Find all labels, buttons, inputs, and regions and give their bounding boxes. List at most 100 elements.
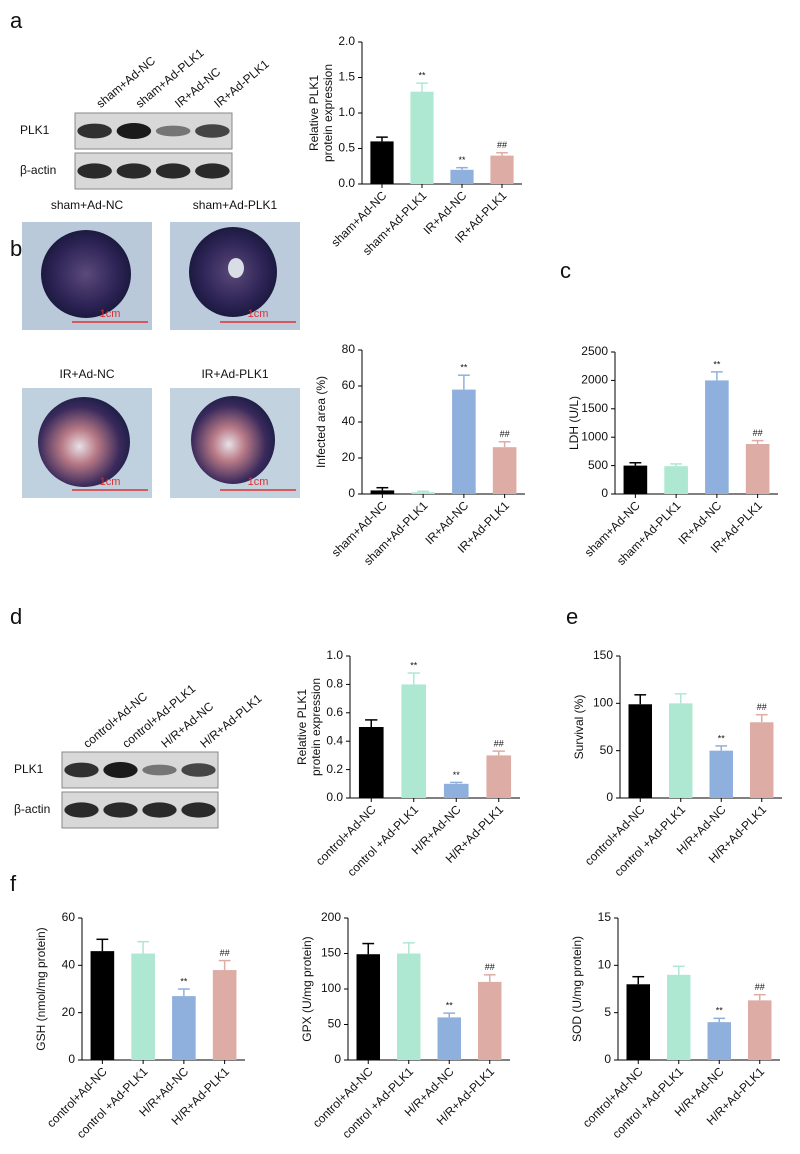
bar bbox=[705, 380, 729, 494]
y-tick-label: 200 bbox=[321, 910, 341, 924]
significance: ## bbox=[494, 739, 504, 749]
x-tick-label: control +Ad-PLK1 bbox=[339, 1064, 416, 1141]
row-label: β-actin bbox=[14, 802, 50, 816]
blot-band bbox=[155, 163, 191, 179]
bar bbox=[358, 727, 384, 798]
row-label: PLK1 bbox=[14, 762, 44, 776]
bar bbox=[356, 954, 380, 1060]
lumen bbox=[228, 258, 244, 278]
heart bbox=[38, 397, 130, 487]
bar bbox=[748, 1000, 772, 1060]
photos bbox=[22, 222, 300, 498]
y-tick-label: 20 bbox=[62, 1005, 76, 1019]
y-tick-label: 10 bbox=[598, 958, 612, 972]
bar bbox=[172, 996, 196, 1060]
bar bbox=[664, 466, 688, 494]
bar bbox=[486, 755, 512, 798]
y-tick-label: 0.0 bbox=[326, 790, 343, 804]
bar bbox=[90, 951, 115, 1060]
bar bbox=[397, 953, 421, 1060]
blot-band bbox=[77, 123, 112, 139]
blot-band bbox=[116, 123, 152, 139]
bar bbox=[401, 684, 427, 798]
bar bbox=[370, 141, 394, 184]
significance: ** bbox=[713, 359, 721, 369]
y-tick-label: 100 bbox=[321, 981, 341, 995]
y-tick-label: 2.0 bbox=[338, 34, 355, 48]
y-tick-label: 40 bbox=[342, 414, 356, 428]
bar bbox=[626, 984, 650, 1060]
significance: ## bbox=[757, 702, 767, 712]
panel-label: d bbox=[10, 604, 22, 629]
blot-band bbox=[103, 762, 138, 778]
blot-band bbox=[142, 802, 177, 818]
y-axis-label: GPX (U/mg protein) bbox=[300, 936, 314, 1041]
lane-label: sham+Ad-PLK1 bbox=[133, 46, 207, 111]
y-tick-label: 0.6 bbox=[326, 705, 343, 719]
significance: ## bbox=[500, 429, 510, 439]
bar bbox=[669, 703, 693, 798]
y-tick-label: 0 bbox=[604, 1052, 611, 1066]
blot-band bbox=[116, 163, 152, 179]
y-tick-label: 0 bbox=[348, 486, 355, 500]
lane-label: IR+Ad-PLK1 bbox=[211, 57, 272, 111]
bar bbox=[452, 389, 476, 494]
y-tick-label: 0.4 bbox=[326, 733, 343, 747]
bar bbox=[490, 155, 514, 184]
bar bbox=[707, 1022, 731, 1060]
lane-label: control+Ad-NC bbox=[80, 689, 150, 751]
y-tick-label: 0 bbox=[68, 1052, 75, 1066]
y-axis-label: protein expression bbox=[321, 64, 335, 162]
significance: ## bbox=[753, 428, 763, 438]
significance: ** bbox=[460, 363, 468, 373]
y-tick-label: 150 bbox=[321, 946, 341, 960]
y-tick-label: 1.0 bbox=[338, 105, 355, 119]
significance: ** bbox=[716, 1006, 724, 1016]
significance: ** bbox=[718, 733, 726, 743]
y-axis-label: LDH (U/L) bbox=[567, 396, 581, 450]
heart bbox=[41, 230, 131, 318]
y-tick-label: 60 bbox=[342, 378, 356, 392]
blot-band bbox=[142, 764, 177, 776]
x-tick-label: control +Ad-PLK1 bbox=[74, 1064, 151, 1141]
scale-label: 1cm bbox=[100, 476, 121, 488]
significance: ## bbox=[220, 948, 230, 958]
panel-label: f bbox=[10, 871, 17, 896]
bar bbox=[478, 981, 502, 1060]
bar bbox=[745, 444, 770, 494]
significance: ** bbox=[418, 71, 426, 81]
y-axis-label: Relative PLK1 bbox=[307, 75, 321, 151]
scale-label: 1cm bbox=[100, 308, 121, 320]
photo-title: sham+Ad-PLK1 bbox=[193, 198, 278, 212]
panel-label: c bbox=[560, 258, 571, 283]
row-label: PLK1 bbox=[20, 123, 50, 137]
row-label: β-actin bbox=[20, 163, 56, 177]
significance: ## bbox=[755, 982, 765, 992]
y-tick-label: 150 bbox=[593, 648, 613, 662]
significance: ** bbox=[180, 976, 188, 986]
significance: ** bbox=[453, 770, 461, 780]
y-tick-label: 2000 bbox=[581, 373, 608, 387]
bar bbox=[131, 953, 155, 1060]
significance: ** bbox=[446, 1001, 454, 1011]
y-tick-label: 0 bbox=[334, 1052, 341, 1066]
blot-band bbox=[181, 763, 216, 777]
bar bbox=[410, 91, 434, 184]
significance: ** bbox=[410, 660, 418, 670]
y-axis-label: protein expression bbox=[309, 678, 323, 776]
bar bbox=[667, 974, 691, 1060]
y-tick-label: 2500 bbox=[581, 344, 608, 358]
photo-title: IR+Ad-PLK1 bbox=[201, 367, 268, 381]
y-axis-label: Relative PLK1 bbox=[295, 689, 309, 765]
y-axis-label: GSH (nmol/mg protein) bbox=[34, 927, 48, 1050]
blot-band bbox=[155, 125, 191, 137]
y-tick-label: 0 bbox=[606, 790, 613, 804]
y-tick-label: 0.5 bbox=[338, 141, 355, 155]
bar bbox=[437, 1017, 461, 1060]
heart bbox=[191, 396, 275, 484]
y-tick-label: 50 bbox=[328, 1017, 342, 1031]
y-tick-label: 40 bbox=[62, 958, 76, 972]
y-tick-label: 0.0 bbox=[338, 176, 355, 190]
y-tick-label: 20 bbox=[342, 450, 356, 464]
